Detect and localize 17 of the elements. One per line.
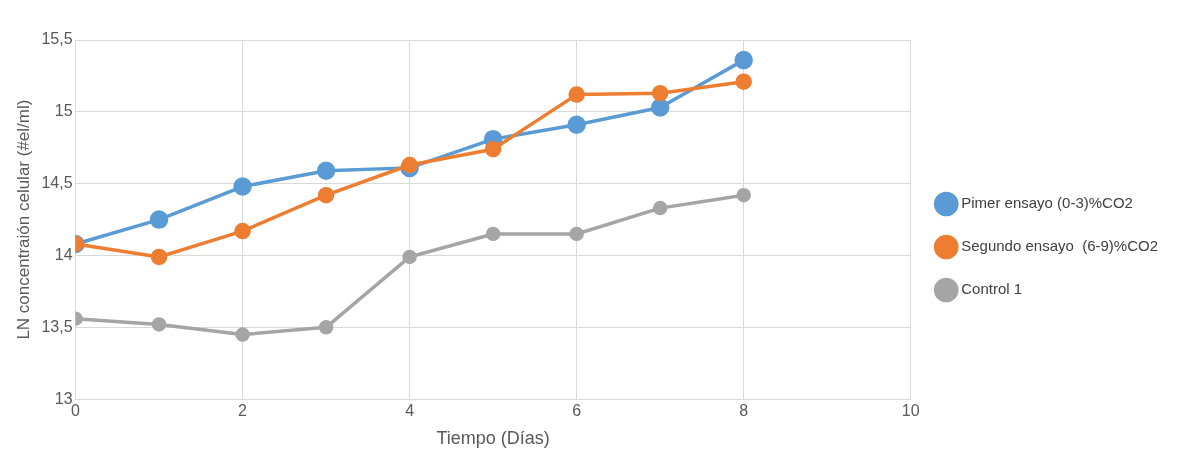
y-tick-label: 13 (54, 389, 73, 407)
x-axis-title: Tiempo (Días) (436, 428, 550, 449)
legend-label: Segundo ensayo (6-9)%CO2 (961, 237, 1158, 255)
y-tick-label: 15 (54, 102, 73, 120)
y-tick-label: 13,5 (41, 317, 73, 335)
x-tick-label: 8 (739, 402, 749, 420)
x-tick-label: 0 (71, 402, 81, 420)
legend-label: Control 1 (961, 280, 1023, 298)
y-tick-label: 14 (54, 245, 73, 263)
y-tick-label: 14,5 (41, 174, 73, 192)
x-tick-label: 2 (238, 402, 248, 420)
x-tick-label: 4 (405, 402, 415, 420)
legend-label: Pimer ensayo (0-3)%CO2 (961, 194, 1133, 212)
y-tick-label: 15,5 (41, 30, 73, 48)
y-axis-title: LN concentraión celular (#el/ml) (13, 99, 33, 340)
x-tick-label: 6 (572, 402, 582, 420)
x-tick-label: 10 (901, 402, 920, 420)
